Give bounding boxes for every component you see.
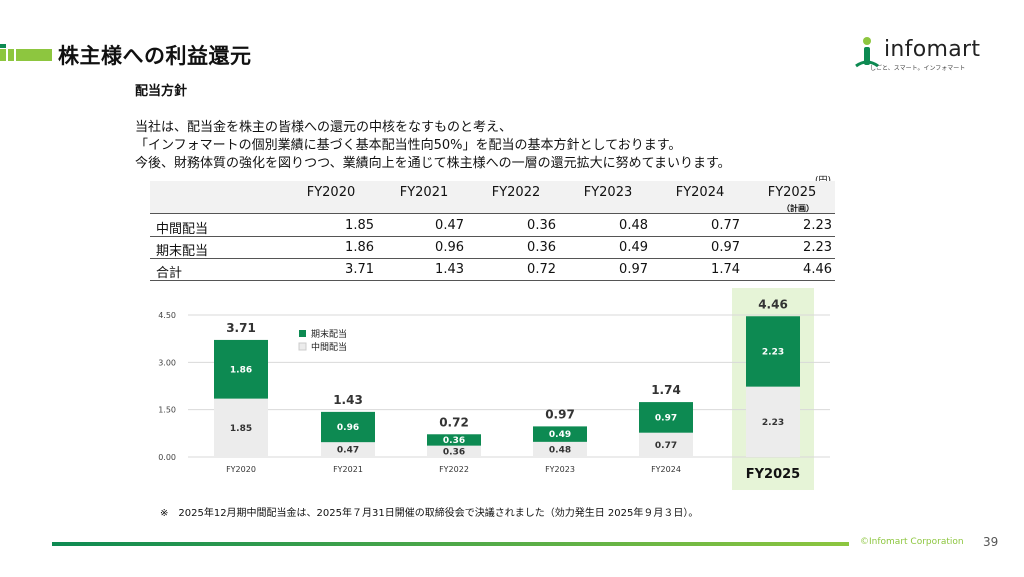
bar-segment-year-end [746, 316, 800, 387]
y-tick-label: 1.50 [158, 406, 176, 415]
total-label: 4.46 [758, 297, 788, 311]
bar-segment-interim [321, 442, 375, 457]
table-cell: 0.96 [435, 240, 464, 255]
column-header: FY2023 [583, 185, 633, 200]
bar-segment-year-end [321, 411, 375, 443]
table-cell: 1.86 [345, 240, 374, 255]
total-label: 0.97 [545, 407, 575, 421]
table-cell: 0.49 [619, 240, 648, 255]
table-cell: 2.23 [803, 218, 832, 233]
y-tick-label: 4.50 [158, 311, 176, 320]
bar-segment-year-end [533, 426, 587, 442]
footnote: ※ 2025年12月期中間配当金は、2025年７月31日開催の取締役会で決議され… [160, 508, 699, 519]
data-label: 0.36 [443, 447, 465, 457]
bar-segment-interim [533, 441, 587, 457]
data-label: 0.77 [655, 441, 677, 451]
table-cell: 0.97 [619, 262, 648, 277]
bar-segment-year-end [214, 339, 268, 399]
table-header-row [150, 181, 835, 213]
table-cell: 1.43 [435, 262, 464, 277]
column-header: FY2021 [399, 185, 449, 200]
y-tick-label: 3.00 [158, 358, 176, 367]
legend-swatch [298, 342, 307, 351]
table-cell: 1.74 [711, 262, 740, 277]
table-divider [150, 236, 835, 237]
x-tick-label: FY2020 [226, 465, 256, 474]
title-accent-bar [0, 44, 52, 61]
table-cell: 0.48 [619, 218, 648, 233]
page-number: 39 [983, 535, 999, 549]
section-heading: 配当方針 [135, 84, 188, 99]
table-cell: 0.36 [527, 240, 556, 255]
data-label: 2.23 [762, 418, 784, 428]
legend-label: 期末配当 [311, 328, 347, 340]
table-cell: 2.23 [803, 240, 832, 255]
total-label: 0.72 [439, 415, 469, 429]
bar-segment-interim [746, 386, 800, 457]
data-label: 0.49 [549, 430, 571, 440]
footer-gradient-bar [52, 542, 849, 546]
table-cell: 0.77 [711, 218, 740, 233]
y-tick-label: 0.00 [158, 453, 176, 462]
table-cell: 0.72 [527, 262, 556, 277]
data-label: 0.97 [655, 413, 677, 423]
row-label-year-end: 期末配当 [156, 244, 209, 259]
x-tick-label: FY2024 [651, 465, 681, 474]
infomart-logo-icon [855, 37, 879, 68]
policy-line-3: 今後、財務体質の強化を図りつつ、業績向上を通じて株主様への一層の還元拡大に努めて… [135, 156, 731, 171]
data-label: 0.48 [549, 445, 571, 455]
table-cell: 0.36 [527, 218, 556, 233]
table-cell: 0.47 [435, 218, 464, 233]
page-title: 株主様への利益還元 [58, 44, 252, 68]
table-cell: 4.46 [803, 262, 832, 277]
table-divider [150, 258, 835, 259]
bar-segment-year-end [427, 434, 481, 446]
column-header: FY2025 [767, 185, 817, 200]
logo-tagline: しごと、スマート。インフォマート [870, 65, 966, 72]
x-tick-label: FY2022 [439, 465, 469, 474]
column-header: FY2022 [491, 185, 541, 200]
bar-segment-interim [639, 432, 693, 457]
x-tick-label: FY2023 [545, 465, 575, 474]
row-label-interim: 中間配当 [156, 222, 209, 237]
table-cell: 1.85 [345, 218, 374, 233]
column-header: FY2020 [306, 185, 356, 200]
policy-line-2: 「インフォマートの個別業績に基づく基本配当性向50%」を配当の基本方針としており… [135, 138, 682, 153]
table-divider [150, 280, 835, 281]
total-label: 1.74 [651, 383, 681, 397]
data-label: 0.47 [337, 446, 359, 456]
bar-segment-year-end [639, 402, 693, 433]
data-label: 0.36 [443, 436, 465, 446]
logo-wordmark: infomart [884, 37, 981, 62]
x-tick-label: FY2021 [333, 465, 363, 474]
data-label: 1.86 [230, 365, 252, 375]
table-divider [150, 213, 835, 214]
x-tick-label: FY2025 [746, 467, 800, 482]
policy-line-1: 当社は、配当金を株主の皆様への還元の中核をなすものと考え、 [135, 120, 513, 135]
data-label: 1.85 [230, 424, 252, 434]
copyright-text: ©Infomart Corporation [860, 537, 964, 547]
table-cell: 0.97 [711, 240, 740, 255]
plan-note: （計画） [782, 204, 814, 213]
data-label: 0.96 [337, 423, 359, 433]
bar-segment-interim [427, 445, 481, 457]
legend-label: 中間配当 [311, 341, 347, 353]
data-label: 2.23 [762, 347, 784, 357]
bar-segment-interim [214, 398, 268, 457]
total-label: 3.71 [226, 321, 256, 335]
total-label: 1.43 [333, 393, 363, 407]
row-label-total: 合計 [156, 266, 183, 281]
legend-swatch [299, 330, 306, 337]
column-header: FY2024 [675, 185, 725, 200]
table-cell: 3.71 [345, 262, 374, 277]
